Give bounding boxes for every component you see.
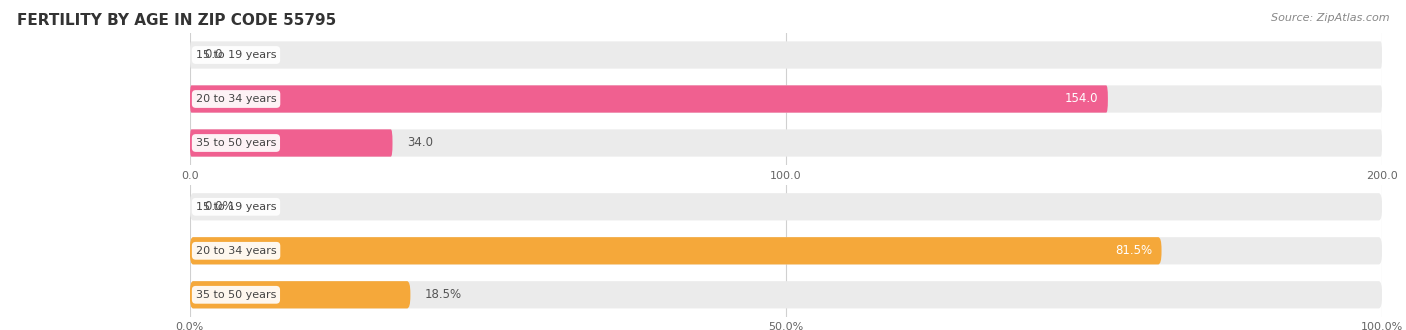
FancyBboxPatch shape bbox=[190, 193, 1382, 220]
FancyBboxPatch shape bbox=[190, 85, 1108, 113]
FancyBboxPatch shape bbox=[190, 237, 1161, 264]
FancyBboxPatch shape bbox=[190, 281, 1382, 309]
Text: 0.0%: 0.0% bbox=[204, 200, 233, 213]
FancyBboxPatch shape bbox=[190, 85, 1382, 113]
FancyBboxPatch shape bbox=[190, 281, 411, 309]
Text: 0.0: 0.0 bbox=[204, 49, 222, 61]
Text: 15 to 19 years: 15 to 19 years bbox=[195, 50, 276, 60]
Text: 35 to 50 years: 35 to 50 years bbox=[195, 138, 276, 148]
Text: Source: ZipAtlas.com: Source: ZipAtlas.com bbox=[1271, 13, 1389, 23]
Text: 15 to 19 years: 15 to 19 years bbox=[195, 202, 276, 212]
Text: 18.5%: 18.5% bbox=[425, 288, 461, 301]
Text: 35 to 50 years: 35 to 50 years bbox=[195, 290, 276, 300]
FancyBboxPatch shape bbox=[190, 41, 1382, 69]
Text: 20 to 34 years: 20 to 34 years bbox=[195, 246, 277, 256]
Text: FERTILITY BY AGE IN ZIP CODE 55795: FERTILITY BY AGE IN ZIP CODE 55795 bbox=[17, 13, 336, 28]
FancyBboxPatch shape bbox=[190, 237, 1382, 264]
FancyBboxPatch shape bbox=[190, 129, 1382, 157]
Text: 34.0: 34.0 bbox=[406, 137, 433, 149]
FancyBboxPatch shape bbox=[190, 129, 392, 157]
Text: 81.5%: 81.5% bbox=[1115, 244, 1152, 257]
Text: 20 to 34 years: 20 to 34 years bbox=[195, 94, 277, 104]
Text: 154.0: 154.0 bbox=[1064, 92, 1098, 106]
